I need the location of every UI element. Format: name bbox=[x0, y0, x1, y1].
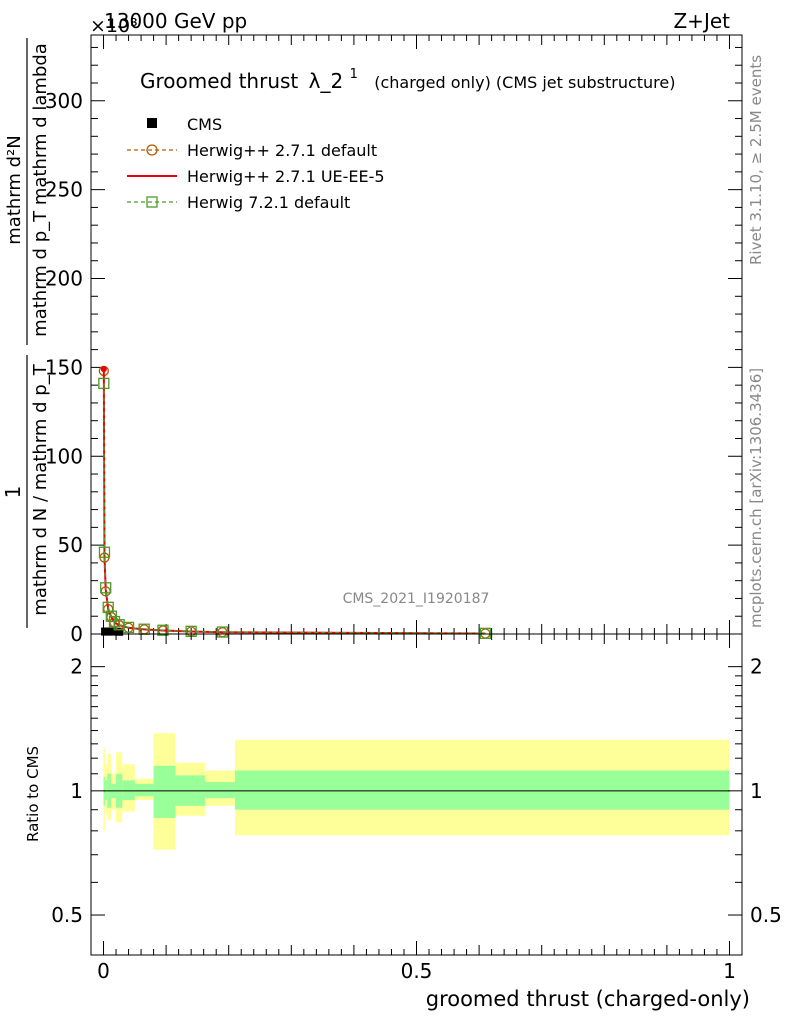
ratio-band-inner-5 bbox=[122, 780, 135, 801]
point-cms bbox=[108, 627, 117, 636]
xlabel: groomed thrust (charged-only) bbox=[426, 987, 750, 1011]
point-herwig-2-7-1-ue-ee-5 bbox=[100, 366, 107, 373]
title-sup: 1 bbox=[350, 67, 358, 82]
legend-marker-cms bbox=[147, 118, 157, 128]
ratio-band-inner-0 bbox=[103, 777, 106, 806]
ratio-band-inner-6 bbox=[134, 783, 154, 797]
exponent-label: ×10³ bbox=[90, 15, 138, 37]
point-herwig-7-2-1-default bbox=[157, 624, 169, 636]
legend-label-herwig-ueee5: Herwig++ 2.7.1 UE-EE-5 bbox=[187, 167, 385, 186]
point-herwig-7-2-1-default bbox=[216, 626, 229, 638]
point-cms bbox=[104, 627, 113, 636]
ratio-ytick-label-right: 2 bbox=[750, 655, 763, 679]
point-cms bbox=[115, 627, 124, 636]
process-label: Z+Jet bbox=[673, 9, 730, 33]
watermark: CMS_2021_I1920187 bbox=[343, 591, 490, 607]
ratio-ytick-label-right: 0.5 bbox=[750, 903, 782, 927]
ratio-xtick-label: 1 bbox=[723, 959, 736, 983]
legend-marker-herwig7 bbox=[146, 196, 158, 208]
point-herwig-7-2-1-default bbox=[98, 546, 111, 558]
ratio-ytick-label-right: 1 bbox=[750, 779, 763, 803]
ratio-ylabel: Ratio to CMS bbox=[24, 746, 42, 842]
legend-label-cms: CMS bbox=[187, 115, 222, 134]
ratio-band-inner-7 bbox=[153, 765, 176, 818]
point-herwig-7-2-1-default bbox=[122, 621, 135, 634]
legend: CMS Herwig++ 2.7.1 default Herwig++ 2.7.… bbox=[127, 115, 385, 212]
main-ytick-label: 200 bbox=[45, 267, 83, 291]
title-symbol: λ_2 bbox=[309, 69, 344, 93]
main-ytick-label: 300 bbox=[45, 89, 83, 113]
rivet-label: Rivet 3.1.10, ≥ 2.5M events bbox=[747, 55, 765, 265]
legend-marker-herwig-default bbox=[146, 144, 158, 156]
svg-text:Groomed thrust λ_2: Groomed thrust λ_2 1 (charged only) (CMS… bbox=[140, 59, 676, 93]
main-ytick-label: 150 bbox=[45, 355, 83, 379]
main-ytick-label: 100 bbox=[45, 444, 83, 468]
main-ytick-label: 250 bbox=[45, 178, 83, 202]
ylabel-prefix-denom: mathrm d N / mathrm d p_T bbox=[30, 363, 51, 615]
ratio-plot-area: 0 0.5 1 0.5 0.5 1 1 2 2 bbox=[51, 633, 782, 983]
point-herwig-7-2-1-default bbox=[98, 377, 110, 390]
main-ytick-label: 0 bbox=[70, 622, 83, 646]
ylabel-prefix: 1 bbox=[1, 486, 25, 499]
point-herwig-7-2-1-default bbox=[100, 582, 112, 594]
point-herwig-7-2-1-default bbox=[479, 627, 492, 640]
point-herwig-7-2-1-default bbox=[102, 601, 114, 613]
legend-label-herwig-default: Herwig++ 2.7.1 default bbox=[187, 141, 377, 160]
mcplots-label: mcplots.cern.ch [arXiv:1306.3436] bbox=[747, 368, 765, 628]
ratio-xtick-label: 0.5 bbox=[401, 959, 433, 983]
ylabel-numer: mathrm d²N bbox=[4, 135, 25, 244]
ratio-xtick-label: 0 bbox=[97, 959, 110, 983]
title-note: (charged only) (CMS jet substructure) bbox=[374, 73, 675, 92]
ratio-ytick-label: 1 bbox=[70, 779, 83, 803]
main-ytick-label: 50 bbox=[58, 533, 83, 557]
energy-label: 13000 GeV pp bbox=[104, 9, 247, 33]
main-ylabel: 1 mathrm d N / mathrm d p_T mathrm d²N m… bbox=[1, 38, 51, 628]
ratio-band-inner-1 bbox=[105, 780, 108, 801]
ratio-ytick-label: 0.5 bbox=[51, 903, 83, 927]
ratio-band-inner-9 bbox=[204, 782, 235, 799]
ratio-band-inner-10 bbox=[234, 770, 730, 810]
ratio-ytick-label: 2 bbox=[70, 655, 83, 679]
ylabel-denom: mathrm d p_T mathrm d lambda bbox=[30, 43, 51, 337]
title-main: Groomed thrust bbox=[140, 69, 298, 93]
main-title: Groomed thrust λ_2 1 (charged only) (CMS… bbox=[140, 59, 676, 93]
legend-label-herwig7: Herwig 7.2.1 default bbox=[187, 193, 350, 212]
